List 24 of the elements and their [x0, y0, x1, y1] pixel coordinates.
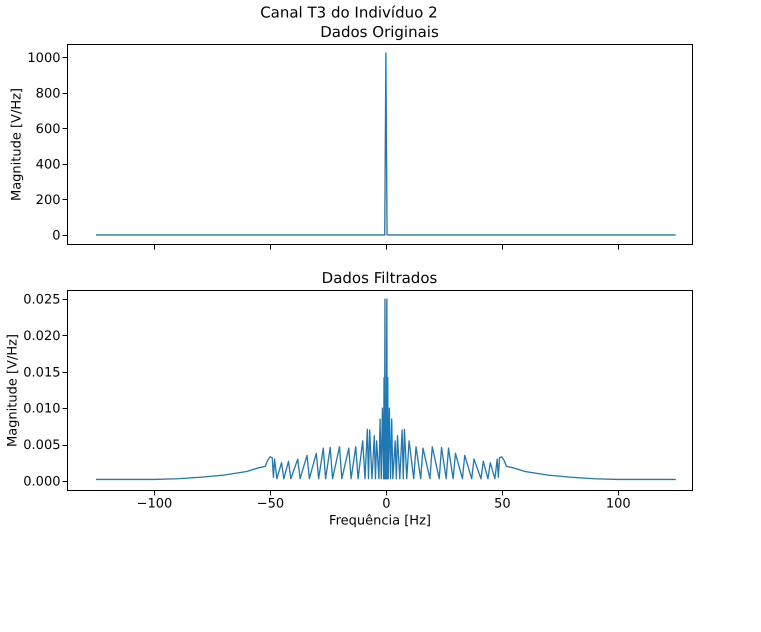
- y-tick-label: 0.020: [23, 328, 60, 344]
- x-axis-title: Frequência [Hz]: [329, 514, 431, 528]
- y-tick-label: 400: [36, 157, 60, 172]
- x-tick-label: 0: [382, 496, 391, 512]
- chart-title: Dados Filtrados: [322, 269, 438, 287]
- x-tick-label: −100: [136, 496, 172, 512]
- y-tick-label: 0: [52, 228, 60, 244]
- line-series: [95, 298, 676, 480]
- y-axis-title: Magnitude [V/Hz]: [9, 88, 24, 202]
- y-tick-label: 1000: [27, 50, 60, 66]
- x-tick-label: 100: [606, 496, 631, 512]
- y-tick-label: 800: [36, 86, 60, 102]
- y-tick-label: 0.000: [23, 474, 60, 490]
- x-tick-label: 50: [494, 496, 511, 512]
- y-tick-label: 0.025: [23, 292, 60, 308]
- chart-title: Dados Originais: [320, 23, 439, 41]
- y-tick-label: 0.010: [23, 402, 60, 417]
- y-tick-label: 200: [36, 192, 60, 208]
- x-tick-label: −50: [256, 496, 284, 512]
- y-tick-label: 600: [36, 122, 60, 137]
- y-axis-title: Magnitude [V/Hz]: [5, 334, 20, 448]
- text: Canal T3 do Indivíduo 2: [260, 4, 438, 22]
- y-tick-label: 0.005: [23, 438, 60, 454]
- y-tick-label: 0.015: [23, 365, 60, 380]
